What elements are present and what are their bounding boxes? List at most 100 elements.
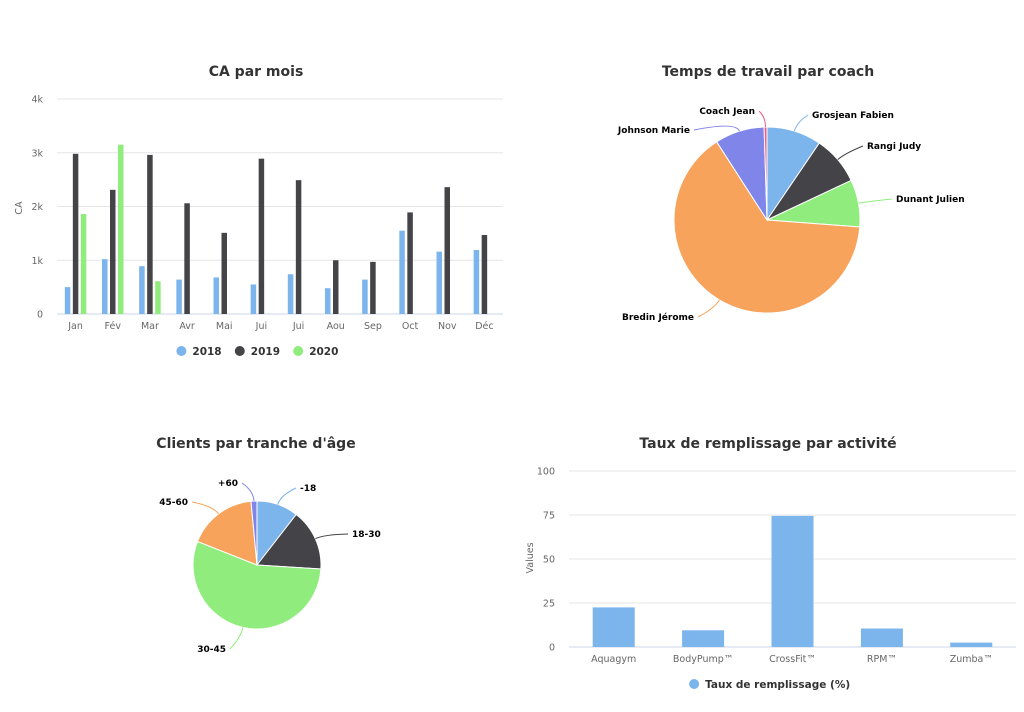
bar-2018[interactable] xyxy=(325,288,331,314)
bar-2019[interactable] xyxy=(481,234,488,314)
y-tick-label: 50 xyxy=(543,555,555,566)
legend-item[interactable]: 2020 xyxy=(309,346,338,358)
bar-2019[interactable] xyxy=(407,212,413,314)
legend-item[interactable]: 2019 xyxy=(251,346,280,358)
pie-label: Rangi Judy xyxy=(867,142,921,152)
bar-2019[interactable] xyxy=(444,187,451,314)
bar-taux-de-remplissage-[interactable] xyxy=(592,607,635,647)
bar-2019[interactable] xyxy=(370,261,376,314)
y-tick-label: 100 xyxy=(537,467,555,478)
x-tick-label: Aquagym xyxy=(591,654,636,665)
pie-connector xyxy=(191,501,219,515)
pie-connector xyxy=(758,110,767,128)
x-tick-label: Jan xyxy=(67,321,83,332)
bar-2018[interactable] xyxy=(213,277,220,314)
y-tick-label: 2k xyxy=(31,202,43,213)
y-tick-label: 1k xyxy=(31,256,43,267)
bar-2019[interactable] xyxy=(333,260,339,314)
bar-2018[interactable] xyxy=(176,279,182,314)
bar-2018[interactable] xyxy=(362,279,368,314)
chart-clients-tranche-age: Clients par tranche d'âge -18 18-30 30-45 4… xyxy=(0,420,512,708)
x-tick-label: Zumba™ xyxy=(950,654,993,665)
pie-label: Bredin Jérome xyxy=(622,312,694,323)
pie-label: Johnson Marie xyxy=(617,126,690,136)
bar-2019[interactable] xyxy=(147,154,153,314)
bar-2018[interactable] xyxy=(250,284,257,314)
chart-title: Temps de travail par coach xyxy=(662,64,874,80)
bar-2020[interactable] xyxy=(155,281,161,314)
pie-slice[interactable] xyxy=(192,540,322,630)
pie-connector xyxy=(241,482,255,502)
bar-2019[interactable] xyxy=(295,180,302,314)
legend-marker[interactable] xyxy=(176,346,187,356)
bar-2018[interactable] xyxy=(102,259,108,314)
bar-2018[interactable] xyxy=(64,287,71,314)
bar-2020[interactable] xyxy=(80,214,87,314)
legend-marker[interactable] xyxy=(689,679,700,689)
bar-2018[interactable] xyxy=(473,250,480,314)
x-tick-label: Avr xyxy=(179,321,195,332)
x-tick-label: BodyPump™ xyxy=(673,654,733,665)
x-tick-label: Déc xyxy=(475,321,493,332)
bar-2020[interactable] xyxy=(118,144,124,314)
bar-taux-de-remplissage-[interactable] xyxy=(682,630,725,647)
chart-taux-remplissage: Taux de remplissage par activité Values … xyxy=(512,420,1024,708)
pie-connector xyxy=(315,533,349,540)
bar-2019[interactable] xyxy=(258,158,265,314)
pie-label: Grosjean Fabien xyxy=(812,111,894,121)
pie-label: 30-45 xyxy=(197,645,226,655)
pie-label: +60 xyxy=(218,479,238,489)
pie-connector xyxy=(693,125,740,132)
pie-connector xyxy=(229,627,244,650)
chart-title: Clients par tranche d'âge xyxy=(156,436,355,452)
pie-connector xyxy=(837,145,864,160)
chart-temps-travail-coach: Temps de travail par coach Grosjean Fabi… xyxy=(512,50,1024,370)
ca-bar-chart-svg: CA par mois CA 0 1k 2k 3k 4k Jan Fév Mar Avr Mai… xyxy=(14,64,503,358)
pie-slice[interactable] xyxy=(673,141,861,314)
pie-connector xyxy=(697,299,720,318)
pie-label: Coach Jean xyxy=(699,107,755,117)
x-tick-label: CrossFit™ xyxy=(769,654,816,665)
chart-title: CA par mois xyxy=(209,64,304,80)
x-tick-label: Jui xyxy=(255,321,267,332)
legend-item[interactable]: Taux de remplissage (%) xyxy=(705,679,850,691)
x-tick-label: Nov xyxy=(438,321,457,332)
bar-taux-de-remplissage-[interactable] xyxy=(860,628,903,647)
legend-item[interactable]: 2018 xyxy=(192,346,221,358)
bar-2019[interactable] xyxy=(221,232,228,314)
y-tick-label: 75 xyxy=(543,511,555,522)
y-axis-title: CA xyxy=(14,201,25,215)
pie-label: 45-60 xyxy=(159,498,188,508)
bar-taux-de-remplissage-[interactable] xyxy=(950,642,993,647)
x-tick-label: Jui xyxy=(292,321,304,332)
pie-connector xyxy=(793,114,809,132)
pie-slice[interactable] xyxy=(196,500,258,566)
pie-label: Dunant Julien xyxy=(896,195,965,205)
bar-2018[interactable] xyxy=(399,230,405,314)
pie-slice[interactable] xyxy=(763,126,768,221)
pie-connector xyxy=(277,487,297,505)
coach-pie-chart-svg: Temps de travail par coach Grosjean Fabi… xyxy=(617,64,965,323)
legend-marker[interactable] xyxy=(234,346,245,356)
x-tick-label: Sep xyxy=(364,321,382,332)
y-tick-label: 0 xyxy=(37,310,43,321)
x-tick-label: RPM™ xyxy=(867,654,897,665)
x-tick-label: Mai xyxy=(216,321,233,332)
bar-2018[interactable] xyxy=(139,266,145,314)
x-tick-label: Fév xyxy=(105,321,122,332)
x-tick-label: Mar xyxy=(141,321,159,332)
y-tick-label: 3k xyxy=(31,148,43,159)
pie-label: 18-30 xyxy=(352,530,381,540)
bar-taux-de-remplissage-[interactable] xyxy=(771,515,814,647)
bar-2019[interactable] xyxy=(72,153,79,314)
legend-marker[interactable] xyxy=(293,346,304,356)
y-tick-label: 0 xyxy=(549,643,555,654)
bar-2018[interactable] xyxy=(287,274,294,314)
chart-title: Taux de remplissage par activité xyxy=(639,436,896,452)
age-pie-chart-svg: Clients par tranche d'âge -18 18-30 30-45 4… xyxy=(156,436,381,655)
bar-2019[interactable] xyxy=(110,189,116,314)
y-tick-label: 25 xyxy=(543,599,555,610)
bar-2018[interactable] xyxy=(436,251,443,314)
x-tick-label: Oct xyxy=(402,321,419,332)
bar-2019[interactable] xyxy=(184,203,190,314)
